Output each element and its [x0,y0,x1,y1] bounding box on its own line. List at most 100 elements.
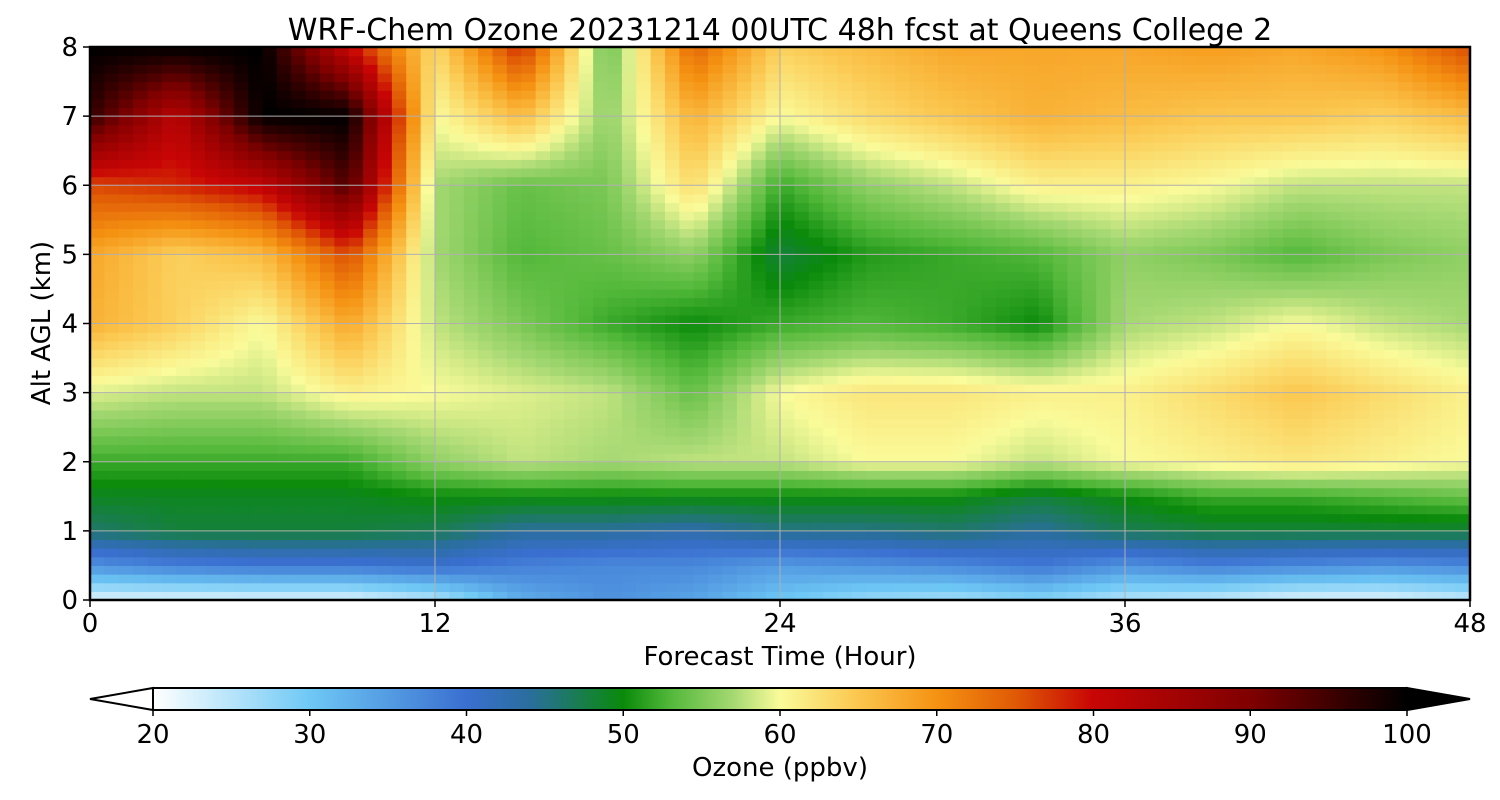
heatmap-cell [377,504,393,515]
heatmap-cell [578,366,594,376]
heatmap-cell [636,401,652,411]
heatmap-cell [1268,150,1284,160]
heatmap-cell [262,401,278,411]
heatmap-cell [478,237,494,247]
heatmap-cell [564,193,580,204]
heatmap-cell [909,496,925,506]
heatmap-cell [995,237,1011,247]
heatmap-cell [1211,401,1227,411]
heatmap-cell [391,401,407,411]
heatmap-cell [1067,470,1083,480]
heatmap-cell [1383,461,1399,471]
heatmap-cell [1139,409,1155,420]
heatmap-cell [923,237,939,247]
heatmap-cell [1168,409,1184,420]
heatmap-cell [708,263,724,273]
heatmap-cell [966,366,982,376]
heatmap-cell [1311,280,1327,290]
heatmap-cell [1196,461,1212,471]
heatmap-cell [981,366,997,376]
heatmap-cell [535,288,551,299]
heatmap-cell [966,288,982,299]
heatmap-cell [463,504,479,515]
heatmap-cell [1398,548,1414,558]
heatmap-cell [161,366,177,376]
heatmap-cell [1268,375,1284,385]
heatmap-cell [1153,237,1169,247]
heatmap-cell [1096,202,1112,212]
heatmap-cell [1297,288,1313,299]
heatmap-cell [305,427,321,437]
heatmap-cell [190,288,206,299]
heatmap-cell [636,479,652,489]
heatmap-cell [636,254,652,264]
heatmap-cell [895,159,910,169]
heatmap-cell [880,176,896,186]
heatmap-cell [1081,340,1097,351]
heatmap-cell [1081,314,1097,325]
heatmap-cell [176,159,192,169]
heatmap-cell [593,366,609,376]
heatmap-cell [794,470,810,480]
heatmap-cell [1268,453,1284,463]
heatmap-cell [837,297,853,307]
heatmap-cell [535,375,551,385]
heatmap-cell [176,548,192,558]
heatmap-cell [1196,418,1212,428]
heatmap-cell [1211,297,1227,307]
heatmap-cell [1412,375,1428,385]
heatmap-cell [391,470,407,480]
heatmap-cell [1196,237,1212,247]
heatmap-cell [1426,245,1442,255]
heatmap-cell [1369,167,1385,178]
heatmap-cell [866,582,882,592]
heatmap-cell [866,453,882,463]
heatmap-cell [593,530,609,541]
heatmap-cell [190,211,206,221]
heatmap-cell [1125,427,1140,437]
heatmap-cell [880,556,896,567]
heatmap-cell [506,427,522,437]
heatmap-cell [621,418,637,428]
heatmap-cell [1196,496,1212,506]
heatmap-cell [1426,574,1442,584]
heatmap-cell [1139,202,1155,212]
heatmap-cell [780,409,795,420]
heatmap-cell [190,280,206,290]
heatmap-cell [205,487,220,497]
heatmap-cell [981,185,997,195]
heatmap-cell [895,228,910,238]
heatmap-cell [952,237,968,247]
heatmap-cell [205,185,220,195]
heatmap-cell [90,271,105,281]
heatmap-cell [693,479,709,489]
heatmap-cell [593,574,609,584]
heatmap-cell [1081,461,1097,471]
heatmap-cell [233,392,249,402]
heatmap-cell [1125,565,1140,575]
heatmap-cell [1398,453,1414,463]
heatmap-cell [880,228,896,238]
heatmap-cell [794,461,810,471]
heatmap-cell [1067,358,1083,368]
heatmap-cell [895,453,910,463]
heatmap-cell [880,409,896,420]
heatmap-cell [851,349,867,359]
heatmap-cell [90,176,105,186]
heatmap-cell [981,487,997,497]
heatmap-cell [794,444,810,454]
heatmap-cell [1010,358,1025,368]
heatmap-cell [1067,409,1083,420]
heatmap-cell [1211,245,1227,255]
heatmap-cell [147,530,163,541]
heatmap-cell [1067,306,1083,316]
heatmap-cell [866,574,882,584]
heatmap-cell [104,461,120,471]
heatmap-cell [679,358,695,368]
heatmap-cell [1182,150,1198,160]
heatmap-cell [305,591,321,601]
heatmap-cell [1153,461,1169,471]
heatmap-cell [1168,435,1184,446]
heatmap-cell [363,418,379,428]
heatmap-cell [550,383,565,394]
